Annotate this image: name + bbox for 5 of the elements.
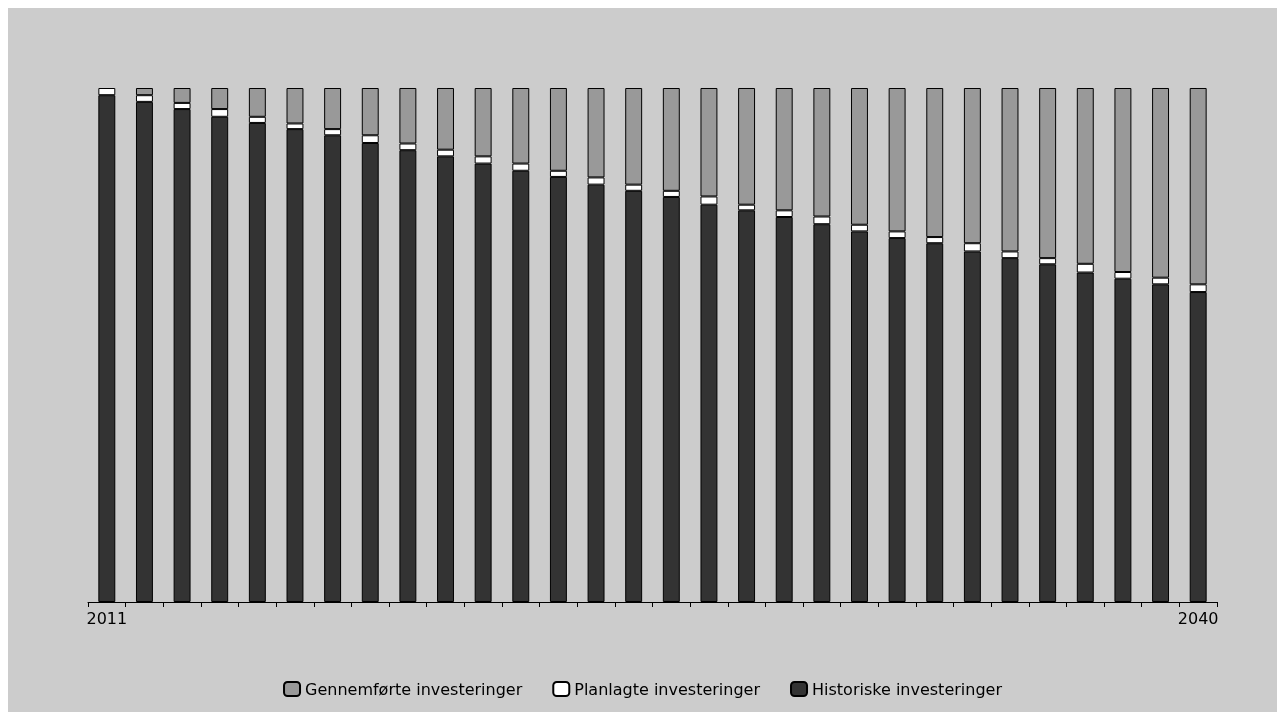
legend-label: Gennemførte investeringer (305, 679, 523, 699)
legend-label: Historiske investeringer (812, 679, 1003, 699)
x-tick-label: 2040 (1177, 608, 1219, 628)
legend-label: Planlagte investeringer (574, 679, 761, 699)
x-tick-label: 2011 (86, 608, 128, 628)
